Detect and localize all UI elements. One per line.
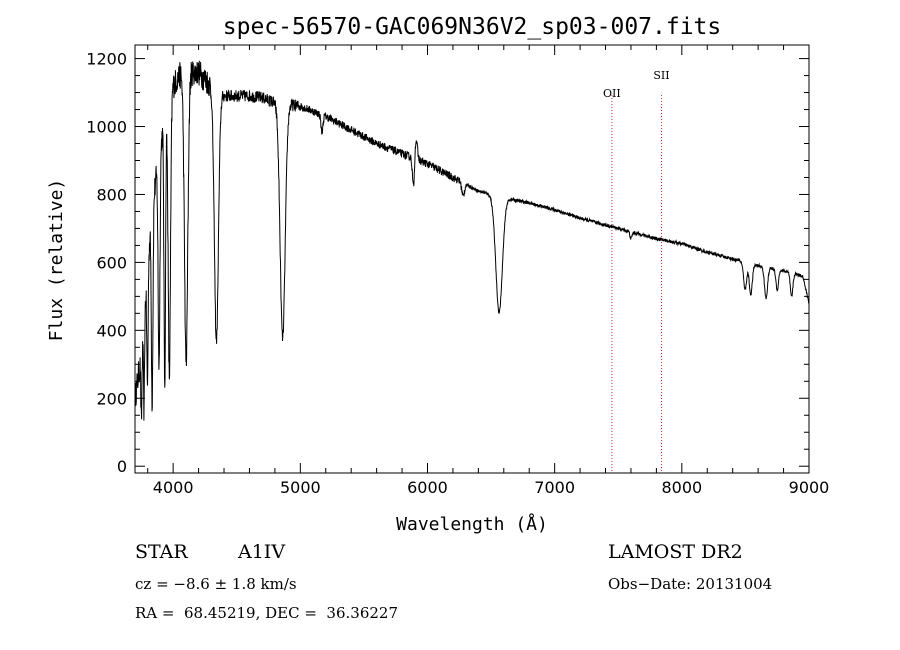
marker-label-oii: OII <box>603 87 621 100</box>
object-subclass: A1IV <box>238 541 286 563</box>
survey-name: LAMOST DR2 <box>608 541 743 563</box>
coordinates: RA = 68.45219, DEC = 36.36227 <box>135 604 399 622</box>
line-markers: OII SII <box>603 69 670 473</box>
x-tick-label: 4000 <box>153 478 194 497</box>
y-tick-label: 400 <box>96 321 127 340</box>
x-tick-label: 7000 <box>534 478 575 497</box>
plot-frame <box>134 44 810 474</box>
spectrum-line <box>134 60 810 421</box>
marker-label-sii: SII <box>653 69 669 82</box>
x-tick-label: 5000 <box>280 478 321 497</box>
x-tick-label: 6000 <box>407 478 448 497</box>
x-axis-label: Wavelength (Å) <box>396 513 548 535</box>
axis-ticks: 4000 5000 6000 7000 8000 9000 0 200 400 600 800 100… <box>86 45 829 497</box>
y-tick-label: 600 <box>96 253 127 272</box>
y-axis-label: Flux (relative) <box>46 179 67 342</box>
y-tick-label: 200 <box>96 389 127 408</box>
chart-title: spec-56570-GAC069N36V2_sp03-007.fits <box>223 14 722 40</box>
y-tick-label: 800 <box>96 185 127 204</box>
spectrum-chart: spec-56570-GAC069N36V2_sp03-007.fits Flu… <box>46 14 829 535</box>
object-class: STAR <box>135 541 188 563</box>
y-tick-label: 1200 <box>86 50 127 69</box>
x-tick-label: 9000 <box>789 478 830 497</box>
y-tick-label: 0 <box>117 457 127 476</box>
observation-date: Obs−Date: 20131004 <box>608 575 773 593</box>
redshift-cz: cz = −8.6 ± 1.8 km/s <box>135 575 297 593</box>
x-tick-label: 8000 <box>661 478 702 497</box>
y-tick-label: 1000 <box>86 118 127 137</box>
